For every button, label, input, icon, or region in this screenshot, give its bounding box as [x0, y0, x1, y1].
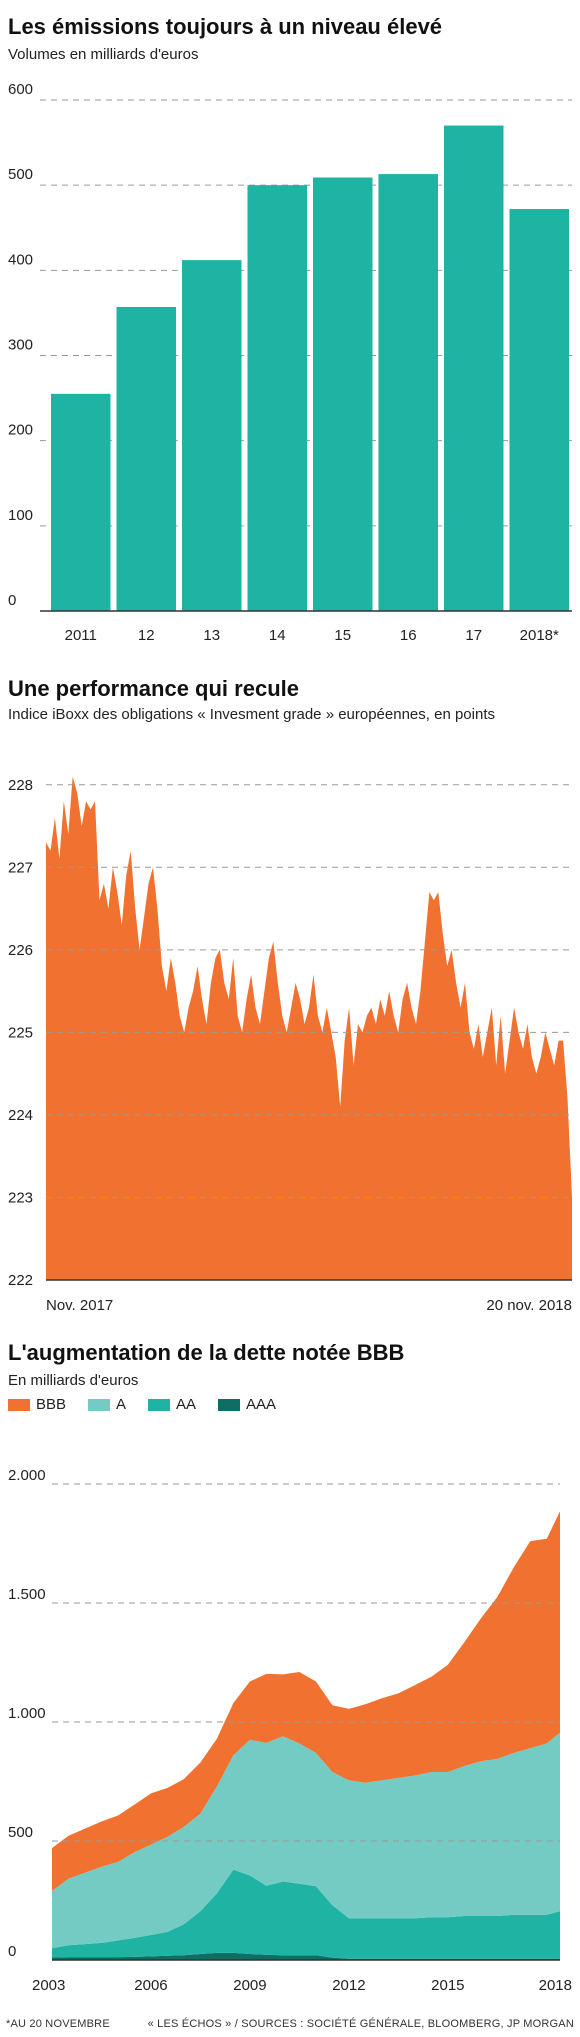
x-tick-label: 2012: [332, 1977, 365, 1994]
bar: [509, 209, 569, 611]
x-tick-label: 2009: [233, 1977, 266, 1994]
x-tick-label: 16: [400, 627, 417, 644]
y-tick-label: 223: [8, 1189, 33, 1206]
x-tick-label: 20 nov. 2018: [486, 1297, 572, 1314]
bar: [182, 260, 242, 611]
bar: [116, 306, 176, 611]
y-tick-label: 1.000: [8, 1705, 46, 1722]
chart2-area-chart: 222 223 224 225 226 227 228 Nov. 2017 20 nov. 20…: [8, 776, 572, 1314]
legend-swatch-aa: [148, 1398, 171, 1411]
chart1-title: Les émissions toujours à un niveau élevé: [8, 14, 443, 39]
y-tick-label: 0: [8, 592, 16, 609]
legend-label-bbb: BBB: [36, 1396, 67, 1413]
y-tick-label: 100: [8, 507, 33, 524]
x-tick-label: 17: [465, 627, 482, 644]
chart2-subtitle: Indice iBoxx des obligations « Invesment…: [8, 706, 495, 723]
bar: [444, 125, 504, 612]
x-tick-label: 2006: [134, 1977, 167, 1994]
x-tick-label: 2015: [431, 1977, 464, 1994]
x-tick-label: 13: [203, 627, 220, 644]
y-tick-label: 226: [8, 942, 33, 959]
bar: [313, 177, 373, 612]
area-series-aa: [52, 1869, 560, 1959]
x-tick-label: 15: [334, 627, 351, 644]
y-tick-label: 227: [8, 859, 33, 876]
chart1-bar-chart: 0 100 200 300 400 500 600 2011 12 13 14 15 16 17 2018*: [8, 81, 572, 644]
legend-swatch-a: [88, 1398, 111, 1411]
legend-item-bbb: BBB: [8, 1396, 66, 1413]
x-tick-label: 2018*: [520, 627, 559, 644]
y-tick-label: 600: [8, 81, 33, 98]
x-tick-label: 2011: [65, 627, 97, 644]
x-tick-label: Nov. 2017: [46, 1297, 113, 1314]
y-tick-label: 222: [8, 1272, 33, 1289]
area-series-bbb: [52, 1511, 560, 1891]
area-series: [46, 776, 572, 1280]
y-tick-label: 225: [8, 1024, 33, 1041]
chart1-subtitle: Volumes en milliards d'euros: [8, 46, 199, 63]
legend-item-aa: AA: [148, 1396, 196, 1413]
y-tick-label: 2.000: [8, 1467, 46, 1484]
bar: [51, 393, 111, 611]
y-tick-label: 500: [8, 1824, 33, 1841]
bar: [378, 174, 438, 611]
x-tick-label: 12: [138, 627, 155, 644]
x-tick-label: 2003: [32, 1977, 65, 1994]
x-tick-label: 14: [269, 627, 286, 644]
legend-label-a: A: [116, 1396, 127, 1413]
footnote: *AU 20 NOVEMBRE: [6, 2018, 110, 2030]
x-tick-label: 2018: [539, 1977, 572, 1994]
bar: [247, 185, 307, 611]
legend-item-aaa: AAA: [218, 1396, 276, 1413]
chart3-subtitle: En milliards d'euros: [8, 1372, 139, 1389]
y-tick-label: 224: [8, 1107, 33, 1124]
legend-swatch-bbb: [8, 1398, 30, 1411]
legend-label-aaa: AAA: [246, 1396, 277, 1413]
y-tick-label: 200: [8, 422, 33, 439]
chart3-legend: BBB A AA AAA: [8, 1396, 276, 1413]
y-tick-label: 400: [8, 251, 33, 268]
legend-item-a: A: [88, 1396, 126, 1413]
y-tick-label: 1.500: [8, 1586, 46, 1603]
legend-label-aa: AA: [176, 1396, 197, 1413]
y-tick-label: 228: [8, 777, 33, 794]
chart3-title: L'augmentation de la dette notée BBB: [8, 1340, 405, 1365]
chart2-title: Une performance qui recule: [8, 676, 299, 701]
area-series-a: [52, 1732, 560, 1949]
area-series-aaa: [52, 1952, 560, 1960]
y-tick-label: 300: [8, 337, 33, 354]
legend-swatch-aaa: [218, 1398, 241, 1411]
y-tick-label: 500: [8, 166, 33, 183]
sources-credit: « LES ÉCHOS » / SOURCES : SOCIÉTÉ GÉNÉRA…: [147, 2018, 574, 2030]
y-tick-label: 0: [8, 1943, 16, 1960]
